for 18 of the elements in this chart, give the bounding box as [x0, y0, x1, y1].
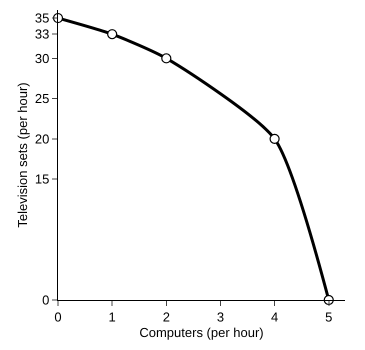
x-tick-label: 5	[325, 310, 332, 325]
x-tick-label: 2	[162, 310, 170, 325]
y-tick-label: 0	[42, 292, 50, 308]
x-tick-label: 3	[216, 310, 224, 325]
y-axis-title: Television sets (per hour)	[14, 82, 30, 228]
x-axis-title: Computers (per hour)	[139, 325, 264, 340]
point	[270, 134, 280, 144]
point	[161, 53, 172, 64]
x-tick-label: 0	[54, 310, 62, 325]
x-tick-label: 1	[108, 310, 116, 325]
y-tick-label: 15	[34, 172, 50, 187]
y-tick-label: 25	[34, 91, 50, 106]
y-tick-label: 30	[34, 50, 50, 66]
x-tick-label: 4	[270, 310, 278, 325]
y-tick-label: 33	[34, 26, 50, 42]
y-tick-label: 35	[34, 10, 50, 26]
y-tick-label: 20	[34, 131, 50, 146]
point	[107, 29, 118, 40]
